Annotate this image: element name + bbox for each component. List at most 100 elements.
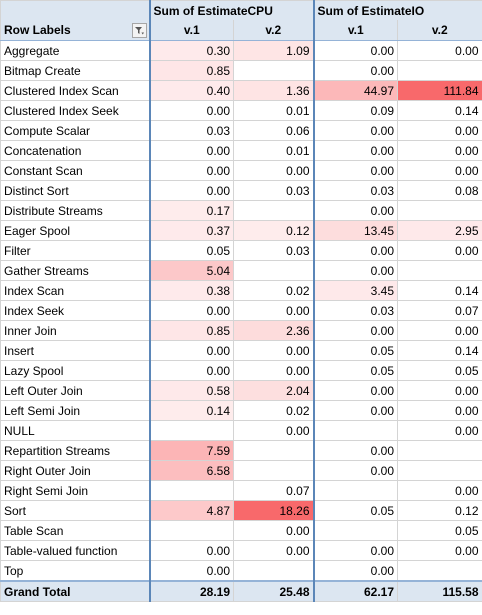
cell-cpu-v1[interactable]: 5.04 <box>148 260 234 281</box>
cell-cpu-v1[interactable]: 0.00 <box>148 160 234 181</box>
cell-cpu-v2[interactable]: 18.26 <box>232 500 315 521</box>
cell-cpu-v1[interactable]: 0.17 <box>148 200 234 221</box>
cell-io-v2[interactable]: 0.07 <box>397 300 482 321</box>
cell-io-v2[interactable]: 0.00 <box>397 420 482 441</box>
cell-io-v2[interactable]: 0.00 <box>397 160 482 181</box>
cell-cpu-v2[interactable]: 0.02 <box>232 280 315 301</box>
row-label[interactable]: Eager Spool <box>0 220 150 241</box>
cell-cpu-v2[interactable]: 1.36 <box>232 80 315 101</box>
header-io-v2[interactable]: v.2 <box>397 20 482 41</box>
cell-cpu-v1[interactable]: 0.05 <box>148 240 234 261</box>
grand-total-label[interactable]: Grand Total <box>0 580 150 602</box>
cell-io-v2[interactable]: 111.84 <box>397 80 482 101</box>
cell-cpu-v2[interactable] <box>232 560 315 582</box>
cell-io-v1[interactable]: 0.00 <box>312 380 399 401</box>
header-io-v1[interactable]: v.1 <box>312 20 399 41</box>
row-label[interactable]: Top <box>0 560 150 582</box>
cell-cpu-v2[interactable] <box>232 200 315 221</box>
cell-cpu-v2[interactable]: 0.06 <box>232 120 315 141</box>
cell-cpu-v2[interactable]: 0.00 <box>232 160 315 181</box>
row-label[interactable]: Inner Join <box>0 320 150 341</box>
cell-cpu-v2[interactable]: 0.12 <box>232 220 315 241</box>
cell-io-v1[interactable]: 0.00 <box>312 460 399 481</box>
cell-io-v1[interactable]: 0.00 <box>312 320 399 341</box>
cell-cpu-v2[interactable]: 0.07 <box>232 480 315 501</box>
row-label[interactable]: Table Scan <box>0 520 150 541</box>
cell-cpu-v2[interactable]: 0.03 <box>232 240 315 261</box>
cell-io-v1[interactable]: 13.45 <box>312 220 399 241</box>
row-label[interactable]: Right Outer Join <box>0 460 150 481</box>
cell-io-v1[interactable]: 0.00 <box>312 400 399 421</box>
cell-io-v2[interactable]: 0.05 <box>397 520 482 541</box>
cell-cpu-v2[interactable] <box>232 60 315 81</box>
cell-cpu-v2[interactable]: 0.03 <box>232 180 315 201</box>
cell-io-v2[interactable]: 0.08 <box>397 180 482 201</box>
cell-io-v1[interactable]: 44.97 <box>312 80 399 101</box>
total-cell-io-v1[interactable]: 62.17 <box>312 580 399 602</box>
cell-io-v2[interactable]: 0.00 <box>397 380 482 401</box>
cell-io-v2[interactable] <box>397 60 482 81</box>
cell-io-v2[interactable] <box>397 560 482 582</box>
cell-io-v1[interactable]: 0.05 <box>312 340 399 361</box>
cell-io-v1[interactable]: 0.00 <box>312 240 399 261</box>
cell-cpu-v1[interactable]: 0.85 <box>148 60 234 81</box>
row-label[interactable]: Clustered Index Scan <box>0 80 150 101</box>
cell-cpu-v2[interactable]: 0.00 <box>232 420 315 441</box>
cell-cpu-v1[interactable]: 0.30 <box>148 40 234 61</box>
cell-io-v2[interactable] <box>397 260 482 281</box>
cell-io-v1[interactable]: 0.00 <box>312 540 399 561</box>
cell-io-v2[interactable]: 0.00 <box>397 140 482 161</box>
row-label[interactable]: Constant Scan <box>0 160 150 181</box>
row-label[interactable]: Index Seek <box>0 300 150 321</box>
cell-cpu-v1[interactable]: 7.59 <box>148 440 234 461</box>
row-label[interactable]: Distinct Sort <box>0 180 150 201</box>
cell-cpu-v1[interactable]: 0.00 <box>148 100 234 121</box>
cell-cpu-v1[interactable] <box>148 480 234 501</box>
cell-io-v1[interactable] <box>312 480 399 501</box>
cell-cpu-v1[interactable]: 0.00 <box>148 560 234 582</box>
row-label[interactable]: Filter <box>0 240 150 261</box>
cell-cpu-v2[interactable]: 0.00 <box>232 520 315 541</box>
cell-cpu-v1[interactable]: 0.38 <box>148 280 234 301</box>
cell-io-v1[interactable]: 0.03 <box>312 180 399 201</box>
cell-cpu-v1[interactable]: 6.58 <box>148 460 234 481</box>
cell-io-v2[interactable]: 0.00 <box>397 400 482 421</box>
row-label[interactable]: Table-valued function <box>0 540 150 561</box>
cell-cpu-v2[interactable]: 2.36 <box>232 320 315 341</box>
cell-io-v1[interactable]: 0.03 <box>312 300 399 321</box>
cell-io-v1[interactable]: 3.45 <box>312 280 399 301</box>
cell-cpu-v1[interactable]: 0.00 <box>148 340 234 361</box>
cell-cpu-v2[interactable]: 0.00 <box>232 300 315 321</box>
cell-io-v2[interactable]: 0.00 <box>397 320 482 341</box>
row-label[interactable]: Right Semi Join <box>0 480 150 501</box>
cell-cpu-v1[interactable]: 4.87 <box>148 500 234 521</box>
row-label[interactable]: Gather Streams <box>0 260 150 281</box>
cell-io-v1[interactable]: 0.00 <box>312 60 399 81</box>
row-label[interactable]: Bitmap Create <box>0 60 150 81</box>
cell-io-v2[interactable]: 0.00 <box>397 240 482 261</box>
row-label[interactable]: Distribute Streams <box>0 200 150 221</box>
cell-io-v2[interactable]: 0.12 <box>397 500 482 521</box>
row-label[interactable]: Compute Scalar <box>0 120 150 141</box>
cell-io-v2[interactable]: 0.05 <box>397 360 482 381</box>
cell-io-v2[interactable]: 0.14 <box>397 340 482 361</box>
cell-cpu-v2[interactable]: 0.00 <box>232 540 315 561</box>
cell-io-v1[interactable] <box>312 420 399 441</box>
cell-cpu-v1[interactable]: 0.14 <box>148 400 234 421</box>
cell-cpu-v1[interactable]: 0.85 <box>148 320 234 341</box>
cell-cpu-v2[interactable]: 0.01 <box>232 100 315 121</box>
cell-cpu-v2[interactable]: 0.01 <box>232 140 315 161</box>
cell-cpu-v1[interactable]: 0.37 <box>148 220 234 241</box>
cell-cpu-v1[interactable]: 0.00 <box>148 140 234 161</box>
cell-io-v2[interactable]: 0.00 <box>397 120 482 141</box>
row-label[interactable]: Aggregate <box>0 40 150 61</box>
cell-io-v2[interactable] <box>397 200 482 221</box>
filter-dropdown-icon[interactable] <box>131 22 147 38</box>
row-label[interactable]: Clustered Index Seek <box>0 100 150 121</box>
cell-io-v2[interactable]: 0.00 <box>397 540 482 561</box>
cell-io-v2[interactable] <box>397 460 482 481</box>
row-labels-header[interactable]: Row Labels <box>0 20 150 41</box>
cell-io-v2[interactable]: 0.14 <box>397 280 482 301</box>
row-label[interactable]: Sort <box>0 500 150 521</box>
row-label[interactable]: Left Outer Join <box>0 380 150 401</box>
